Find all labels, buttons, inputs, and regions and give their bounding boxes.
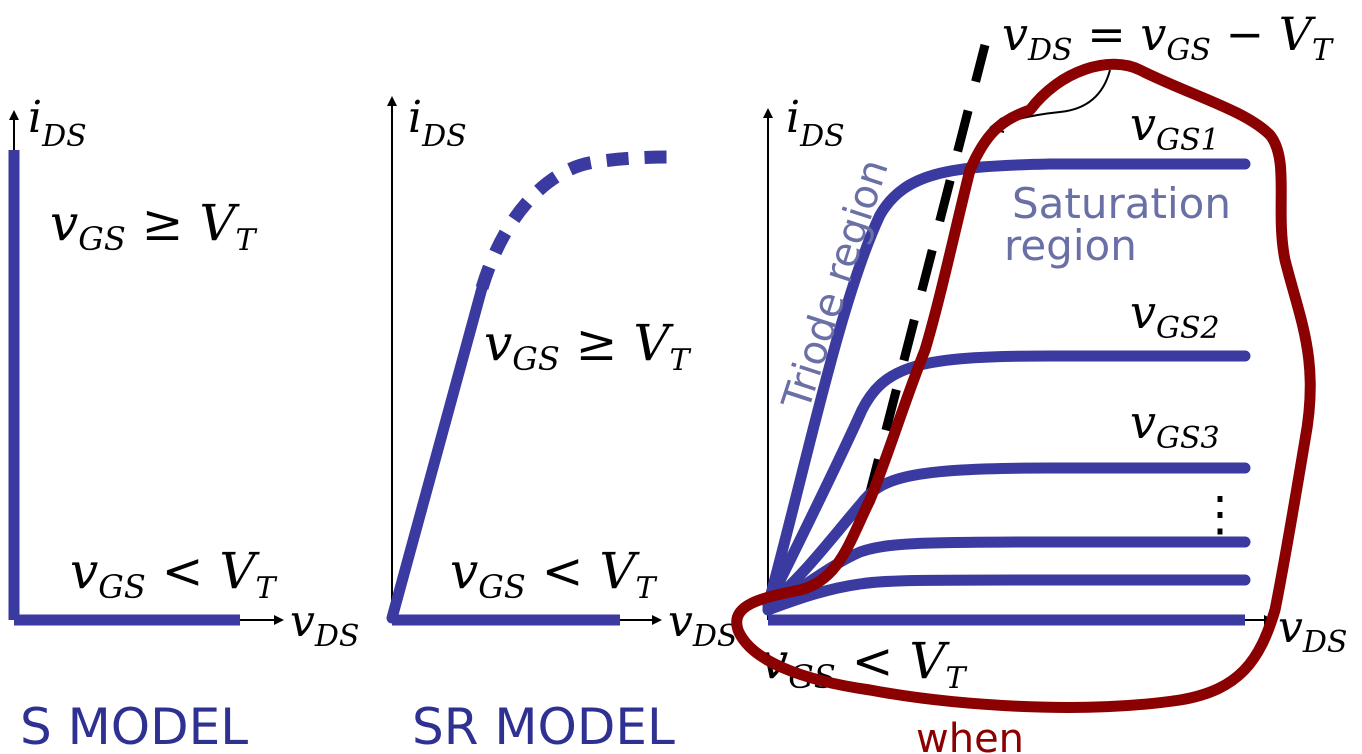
mosfet-iv-panel: iDS vDS vDS = vGS − VT vGS1 vGS2 vGS3 ⋮ … <box>731 7 1347 754</box>
s-model-on-condition: vGS ≥ VT <box>50 194 258 258</box>
mosfet-x-label: vDS <box>1278 602 1347 660</box>
sr-model-off-condition: vGS < VT <box>450 542 658 606</box>
sr-model-x-label: vDS <box>668 596 737 654</box>
mosfet-curve-5 <box>762 574 1251 616</box>
mosfet-y-label: iDS <box>786 92 845 154</box>
sr-model-dotted-saturation <box>475 150 669 290</box>
sr-model-caption: SR MODEL <box>412 698 675 754</box>
boundary-equation: vDS = vGS − VT <box>1002 7 1334 68</box>
s-model-x-label: vDS <box>290 596 359 654</box>
curves-ellipsis: ⋮ <box>1196 486 1244 542</box>
sr-model-resistive-line <box>386 282 488 624</box>
s-model-off-condition: vGS < VT <box>70 542 278 606</box>
sr-model-panel: iDS vGS ≥ VT vGS < VT vDS SR MODEL <box>386 92 737 754</box>
s-model-caption: S MODEL <box>20 698 248 754</box>
curve-label-vgs3: vGS3 <box>1130 395 1220 456</box>
s-model-y-label: iDS <box>28 92 87 154</box>
saturation-region-label-line2: region <box>1004 221 1137 270</box>
boundary-dashed-line <box>863 43 990 502</box>
annotation-when: when <box>916 716 1024 754</box>
sr-model-y-label: iDS <box>408 92 467 154</box>
sr-model-on-condition: vGS ≥ VT <box>484 314 692 378</box>
triode-region-label: Triode region <box>773 154 897 416</box>
hand-drawn-saturation-loop <box>731 58 1316 713</box>
s-model-panel: iDS vGS ≥ VT vGS < VT vDS S MODEL <box>8 92 359 754</box>
curve-label-vgs2: vGS2 <box>1130 285 1220 346</box>
curve-label-vgs1: vGS1 <box>1130 97 1220 158</box>
saturation-region-label-line1: Saturation <box>1012 179 1231 228</box>
mosfet-curve-vgs2 <box>762 350 1251 611</box>
